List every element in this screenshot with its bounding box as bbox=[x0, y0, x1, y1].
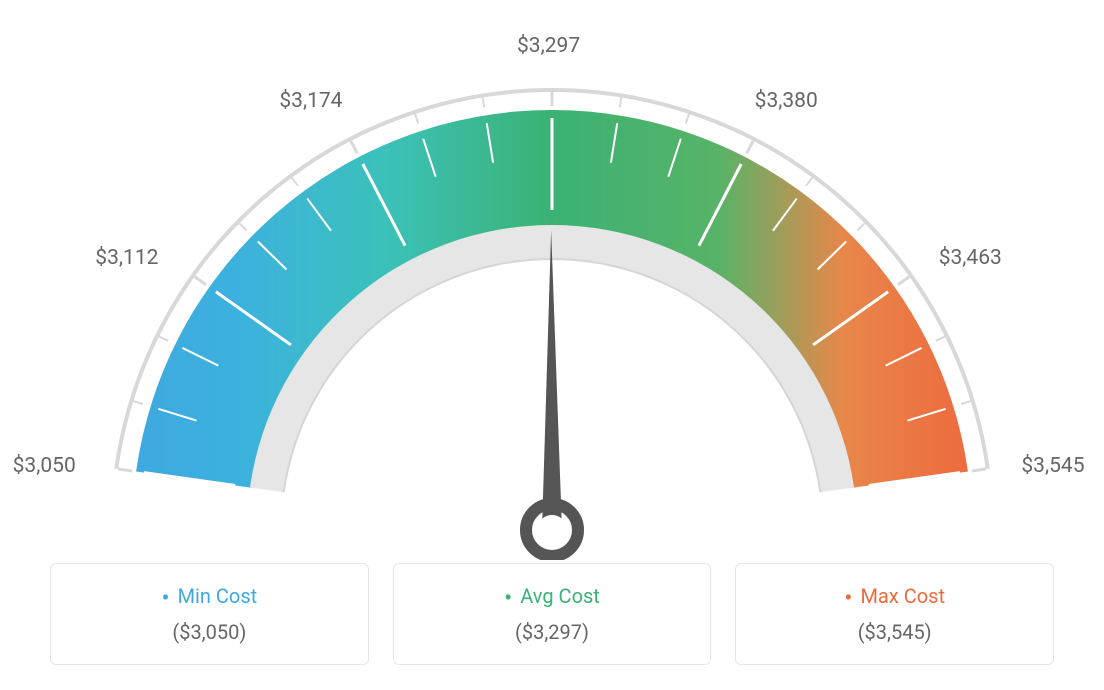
avg-cost-card: Avg Cost ($3,297) bbox=[393, 563, 712, 665]
max-cost-card: Max Cost ($3,545) bbox=[735, 563, 1054, 665]
min-cost-label: Min Cost bbox=[75, 584, 344, 608]
avg-cost-label: Avg Cost bbox=[418, 584, 687, 608]
gauge-tick-label: $3,112 bbox=[95, 246, 158, 270]
gauge-tick-label: $3,174 bbox=[279, 89, 342, 113]
cost-cards: Min Cost ($3,050) Avg Cost ($3,297) Max … bbox=[50, 563, 1054, 665]
gauge-tick-label: $3,380 bbox=[755, 89, 818, 113]
max-cost-value: ($3,545) bbox=[760, 620, 1029, 644]
gauge-tick-label: $3,545 bbox=[1021, 454, 1084, 478]
gauge-tick-label: $3,050 bbox=[13, 454, 76, 478]
gauge-tick-label: $3,463 bbox=[939, 246, 1002, 270]
gauge-svg bbox=[0, 0, 1104, 560]
min-cost-card: Min Cost ($3,050) bbox=[50, 563, 369, 665]
gauge-tick-label: $3,297 bbox=[517, 34, 580, 58]
min-cost-value: ($3,050) bbox=[75, 620, 344, 644]
gauge-chart: $3,050 $3,112 $3,174 $3,297 $3,380 $3,463 $3,5… bbox=[0, 0, 1104, 560]
avg-cost-value: ($3,297) bbox=[418, 620, 687, 644]
cost-gauge-container: $3,050 $3,112 $3,174 $3,297 $3,380 $3,463 $3,5… bbox=[0, 0, 1104, 690]
max-cost-label: Max Cost bbox=[760, 584, 1029, 608]
